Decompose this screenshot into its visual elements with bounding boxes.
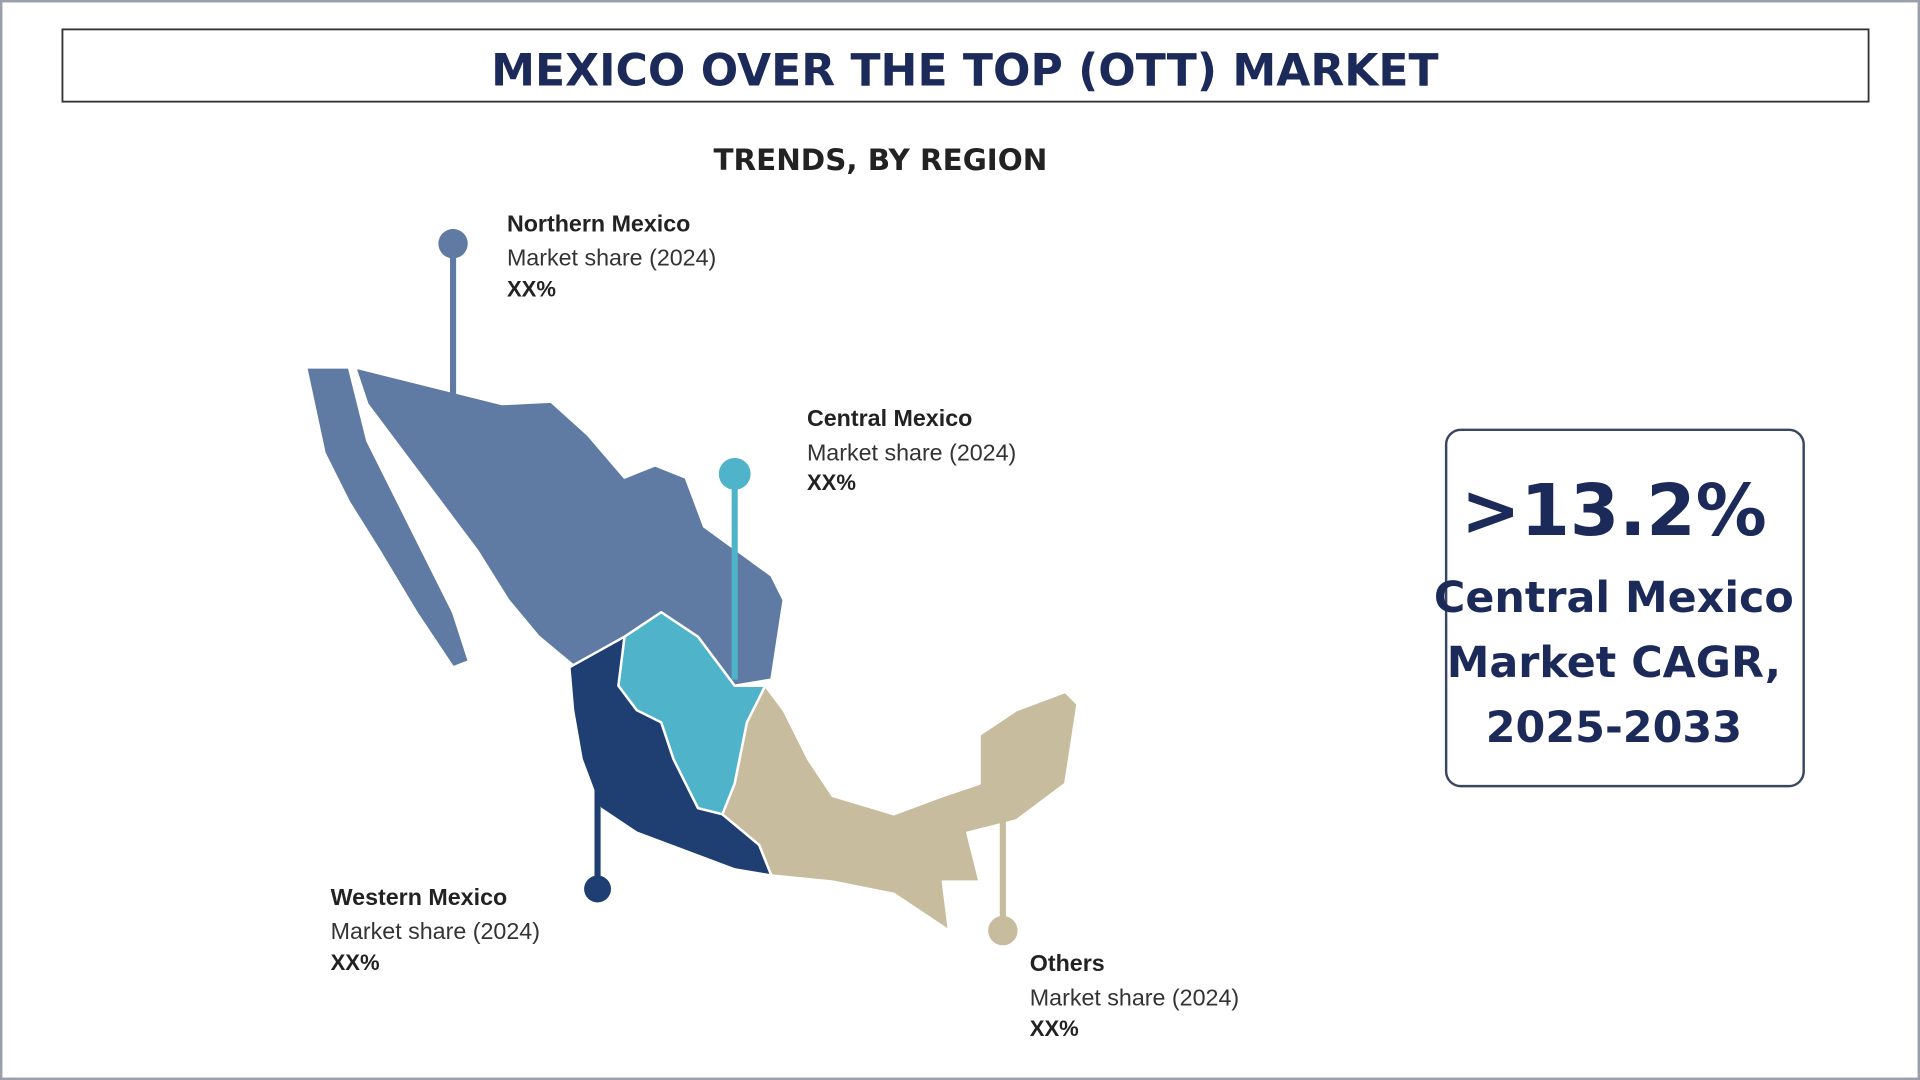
title: MEXICO OVER THE TOP (OTT) MARKET — [491, 46, 1438, 97]
region-label: Market share (2024) — [507, 245, 716, 271]
region-shape — [721, 684, 1079, 932]
region-value: XX% — [331, 950, 380, 975]
region-value: XX% — [807, 470, 856, 495]
region-label: Market share (2024) — [1030, 984, 1239, 1010]
region-label: Market share (2024) — [331, 918, 540, 944]
subtitle: TRENDS, BY REGION — [714, 143, 1048, 177]
pin — [988, 915, 1018, 946]
region-name: Central Mexico — [807, 405, 972, 431]
title-box — [61, 28, 1870, 103]
callout-line: Market CAGR, — [1447, 638, 1781, 688]
map — [304, 366, 1079, 932]
pins — [438, 228, 1018, 946]
region-label: Market share (2024) — [807, 439, 1016, 465]
region-value: XX% — [1030, 1016, 1079, 1041]
pin — [438, 228, 468, 259]
region-shape — [304, 366, 471, 669]
pin — [718, 457, 751, 490]
region-name: Western Mexico — [331, 884, 508, 910]
callout-value: >13.2% — [1461, 469, 1767, 552]
region-name: Others — [1030, 950, 1105, 976]
region-value: XX% — [507, 276, 556, 301]
region-shape — [353, 366, 785, 687]
callout-line: Central Mexico — [1434, 573, 1794, 623]
callout-box — [1444, 428, 1805, 788]
region-name: Northern Mexico — [507, 210, 690, 236]
pin — [584, 875, 612, 903]
callout-line: 2025-2033 — [1486, 703, 1742, 753]
